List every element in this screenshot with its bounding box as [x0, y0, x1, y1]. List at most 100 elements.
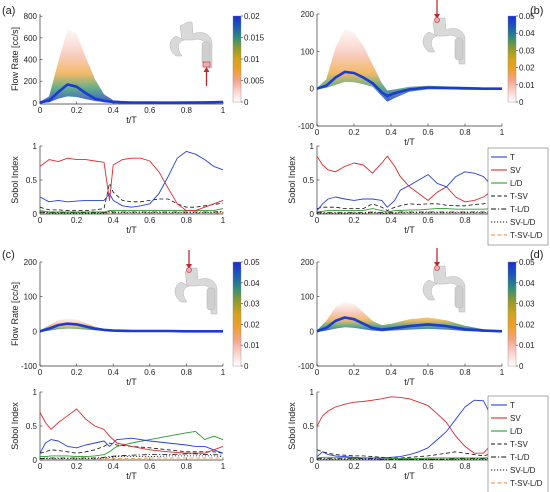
- series-line-t: [316, 399, 503, 459]
- y-tick-label: 0: [310, 456, 315, 465]
- sobol-panel-a: 0 0.2 0.4 0.6 0.8 1 0 0.5 1 t/T Sobol Index: [10, 142, 226, 235]
- legend-entry-label: SV-L/D: [510, 218, 536, 227]
- series-line-ld: [316, 456, 503, 460]
- legend-entry-label: L/D: [510, 179, 523, 188]
- y-tick-label: 600: [24, 34, 38, 43]
- flow-median-line: [316, 316, 503, 333]
- x-tick-label: 0.2: [71, 106, 83, 115]
- x-tick-label: 0.8: [459, 368, 471, 377]
- arrow-head-icon: [203, 67, 210, 72]
- x-tick-label: 0.4: [385, 462, 397, 471]
- sobol-panel-c: 0 0.2 0.4 0.6 0.8 1 0 0.5 1 t/T Sobol Index: [10, 388, 226, 481]
- y-tick-label: 0.5: [26, 422, 38, 431]
- colorbar-tick-label: 0.02: [519, 320, 535, 329]
- x-axis-label: t/T: [126, 471, 137, 481]
- aorta-geometry-icon: [169, 21, 213, 86]
- ascending-aorta-shape: [174, 281, 190, 303]
- x-tick-label: 0: [38, 368, 43, 377]
- ascending-aorta-shape: [422, 31, 438, 53]
- y-tick-label: 0: [310, 327, 315, 336]
- colorbar-tick-label: 0.01: [244, 341, 260, 350]
- aorta-geometry-icon: [422, 0, 466, 65]
- y-tick-label: -100: [298, 122, 315, 131]
- series-line-t-sv: [39, 183, 224, 211]
- x-axis-label: t/T: [404, 137, 415, 147]
- x-tick-label: 0.4: [108, 462, 120, 471]
- colorbar-tick-label: 0: [519, 362, 524, 371]
- colorbar-tick-label: 0: [519, 98, 524, 107]
- y-tick-label: 200: [301, 10, 315, 19]
- x-tick-label: 0.4: [385, 128, 397, 137]
- legend-entry-label: T-SV-L/D: [510, 479, 543, 488]
- y-tick-label: 0: [33, 456, 38, 465]
- x-tick-label: 0.6: [422, 128, 434, 137]
- legend-entry-label: SV: [510, 166, 521, 175]
- x-tick-label: 1: [221, 462, 226, 471]
- series-line-sv-ld: [40, 455, 224, 459]
- x-tick-label: 0: [315, 128, 320, 137]
- legend-entry-label: T-SV: [510, 192, 528, 201]
- y-tick-label: 100: [301, 293, 315, 302]
- x-axis-label: t/T: [126, 225, 137, 235]
- outlet-marker-icon: [434, 265, 440, 271]
- x-axis-label: t/T: [404, 471, 415, 481]
- colorbar-tick-label: 0: [244, 362, 249, 371]
- x-axis-label: t/T: [404, 225, 415, 235]
- series-line-t-ld: [317, 458, 502, 460]
- x-tick-label: 0.8: [459, 216, 471, 225]
- flow-panel-b: (b)0 0.2 0.4 0.6 0.8 1-1000100200t/T00.010.02…: [298, 0, 543, 147]
- y-tick-label: 200: [24, 77, 38, 86]
- x-axis-label: t/T: [126, 377, 137, 387]
- x-tick-label: 0.2: [348, 128, 360, 137]
- descending-aorta-shape: [201, 41, 211, 65]
- y-tick-label: 1: [33, 142, 38, 151]
- ascending-aorta-shape: [422, 279, 438, 301]
- legend-entry-label: T-L/D: [510, 453, 530, 462]
- y-tick-label: 0: [33, 210, 38, 219]
- legend-entry-label: T-L/D: [510, 205, 530, 214]
- series-line-t-ld: [39, 453, 224, 459]
- y-tick-label: 100: [24, 293, 38, 302]
- series-line-ld: [40, 430, 224, 458]
- flow-uncertainty-band: [317, 28, 502, 102]
- y-axis-label: Sobol Index: [10, 156, 20, 204]
- panel-label: (b): [530, 5, 543, 17]
- arrow-head-icon: [186, 264, 192, 269]
- y-tick-label: 0.5: [26, 176, 38, 185]
- colorbar-tick-label: 0.01: [244, 55, 260, 64]
- outlet-marker-icon: [434, 17, 440, 23]
- series-line-t-sv: [39, 442, 224, 454]
- series-line-t: [39, 437, 224, 454]
- x-axis-label: t/T: [126, 115, 137, 125]
- colorbar-tick-label: 0.015: [244, 34, 265, 43]
- series-line-sv: [316, 155, 503, 203]
- legend: T SV L/D T-SV T-L/D SV-L/D T-SV-L/D: [487, 395, 549, 492]
- panel-label: (d): [530, 249, 543, 261]
- colorbar-tick-label: 0.04: [519, 29, 535, 38]
- x-axis-label: t/T: [404, 377, 415, 387]
- y-axis-label: Flow Rate [cc/s]: [10, 282, 20, 346]
- series-line-t: [39, 150, 224, 208]
- y-tick-label: 200: [24, 258, 38, 267]
- y-tick-label: 800: [24, 12, 38, 21]
- arrow-head-icon: [434, 14, 440, 19]
- x-tick-label: 0.6: [422, 216, 434, 225]
- x-tick-label: 0: [315, 368, 320, 377]
- y-tick-label: 0.5: [303, 422, 315, 431]
- x-tick-label: 0.4: [108, 368, 120, 377]
- colorbar-tick-label: 0.03: [244, 300, 260, 309]
- series-line-sv-ld: [317, 212, 502, 214]
- colorbar: [507, 15, 517, 103]
- arrow-head-icon: [434, 262, 440, 267]
- flow-panel-a: (a) 0 0.2 0.4 0.6 0.8 1 0 200 400 600 800 t/T Flow Ra…: [2, 5, 265, 125]
- x-tick-label: 0.4: [385, 368, 397, 377]
- series-line-t: [316, 171, 503, 211]
- y-tick-label: 1: [310, 388, 315, 397]
- colorbar-tick-label: 0.05: [244, 258, 260, 267]
- y-axis-label: Sobol Index: [287, 156, 297, 204]
- x-tick-label: 0.2: [348, 216, 360, 225]
